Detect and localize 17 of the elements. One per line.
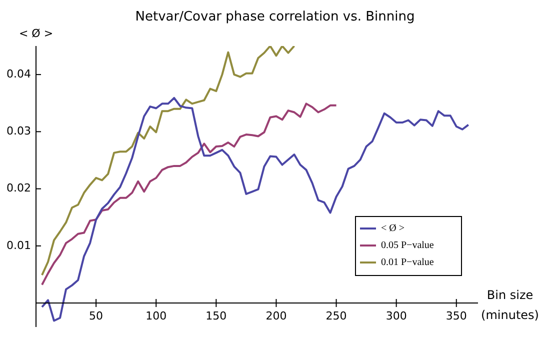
legend-label: 0.01 P−value xyxy=(381,257,434,268)
legend-label: 0.05 P−value xyxy=(381,240,434,252)
x-tick-label: 200 xyxy=(266,309,287,322)
y-tick-label: 0.03 xyxy=(6,124,31,138)
y-tick-label: 0.02 xyxy=(6,182,31,195)
x-tick-label: 350 xyxy=(446,309,467,322)
y-tick-label: 0.04 xyxy=(6,67,31,80)
x-axis-title: Bin size (minutes) xyxy=(481,288,539,322)
legend-label: < Ø > xyxy=(381,223,405,234)
y-axis-title: < Ø > xyxy=(18,26,54,40)
x-tick-label: 100 xyxy=(146,309,167,322)
y-tick-label: 0.01 xyxy=(6,238,31,252)
chart-title: Netvar/Covar phase correlation vs. Binning xyxy=(135,9,415,24)
x-tick-label: 250 xyxy=(326,309,347,322)
x-tick-label: 150 xyxy=(206,309,227,322)
x-tick-label: 50 xyxy=(89,309,104,322)
x-tick-label: 300 xyxy=(386,309,407,322)
